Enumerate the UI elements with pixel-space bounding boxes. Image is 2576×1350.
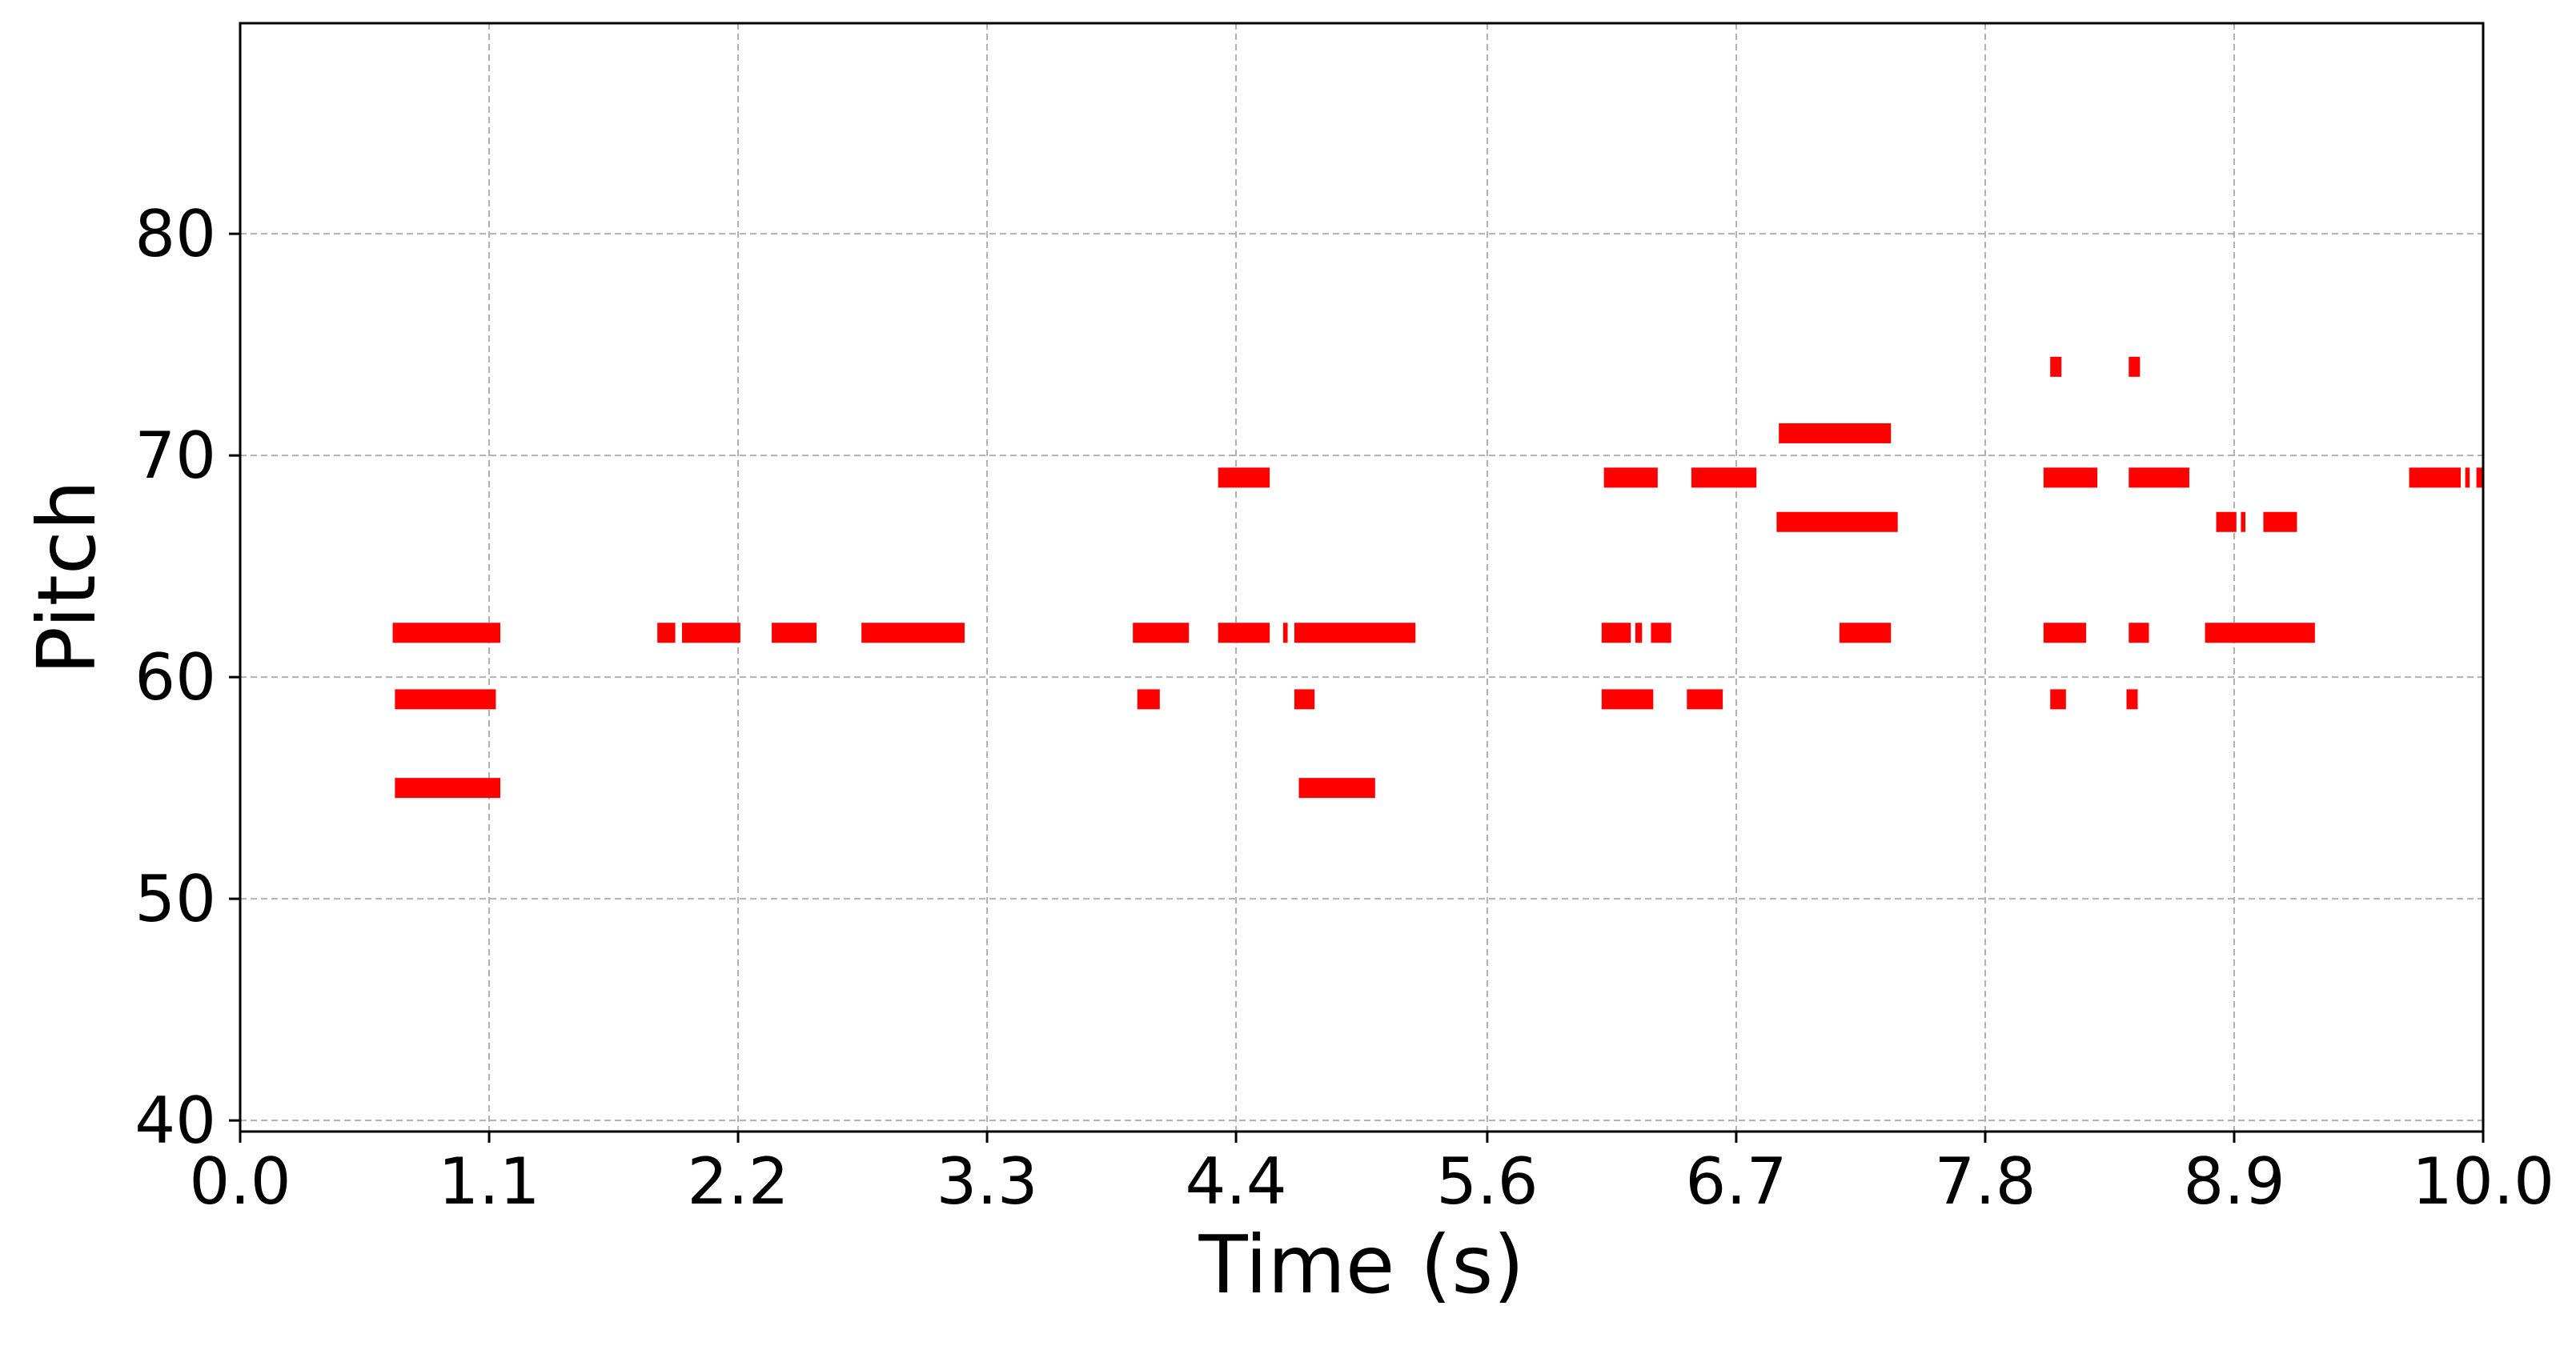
- note-bar: [1776, 511, 1898, 532]
- note-bar: [1601, 689, 1654, 710]
- note-bar: [2126, 689, 2138, 710]
- note-bar: [2129, 623, 2149, 643]
- note-bar: [2129, 356, 2141, 377]
- plot-frame: [239, 22, 2485, 1133]
- y-axis-label: Pitch: [20, 480, 114, 675]
- note-bar: [1601, 623, 1631, 643]
- note-bar: [1133, 623, 1190, 643]
- note-bar: [1651, 623, 1671, 643]
- x-axis-ticks: 0.0 1.1 2.2 3.3 4.4 5.6 6.7 7.8 8.9 10.0: [189, 1132, 2554, 1219]
- x-tick-label: 8.9: [2183, 1144, 2285, 1219]
- note-bar: [1298, 778, 1375, 799]
- x-tick-label: 5.6: [1436, 1144, 1538, 1219]
- y-tick-label: 40: [134, 1084, 216, 1158]
- note-bar: [2050, 689, 2066, 710]
- note-bars: [392, 356, 2483, 799]
- note-bar: [1691, 467, 1757, 488]
- x-tick-label: 10.0: [2412, 1144, 2554, 1219]
- note-bar: [392, 623, 501, 643]
- y-tick-label: 60: [134, 640, 216, 715]
- note-bar: [1687, 689, 1723, 710]
- x-tick-label: 1.1: [438, 1144, 540, 1219]
- note-bar: [395, 778, 501, 799]
- y-tick-label: 80: [134, 197, 216, 271]
- note-bar: [2409, 467, 2461, 488]
- note-bar: [1218, 467, 1270, 488]
- y-tick-label: 70: [134, 419, 216, 493]
- note-bar: [1603, 467, 1658, 488]
- note-bar: [2043, 467, 2098, 488]
- note-bar: [2050, 356, 2062, 377]
- note-bar: [657, 623, 676, 643]
- x-axis-label: Time (s): [1198, 1218, 1525, 1312]
- note-bar: [1839, 623, 1892, 643]
- note-bar: [1635, 623, 1643, 643]
- x-tick-label: 2.2: [687, 1144, 788, 1219]
- note-bar: [2263, 511, 2297, 532]
- note-bar: [2205, 623, 2315, 643]
- y-axis-ticks: 40 50 60 70 80: [134, 197, 240, 1158]
- note-bar: [1218, 623, 1270, 643]
- note-bar: [861, 623, 965, 643]
- note-bar: [2129, 467, 2189, 488]
- note-bar: [681, 623, 740, 643]
- note-bar: [1137, 689, 1160, 710]
- x-tick-label: 7.8: [1934, 1144, 2036, 1219]
- note-bar: [1282, 623, 1288, 643]
- note-bar: [395, 689, 496, 710]
- note-bar: [772, 623, 817, 643]
- x-tick-label: 0.0: [189, 1144, 291, 1219]
- note-bar: [2476, 467, 2483, 488]
- note-bar: [2216, 511, 2237, 532]
- x-tick-label: 4.4: [1185, 1144, 1286, 1219]
- note-bar: [2241, 511, 2245, 532]
- note-bar: [1779, 423, 1892, 443]
- x-tick-label: 6.7: [1685, 1144, 1787, 1219]
- note-bar: [2465, 467, 2470, 488]
- note-bar: [2043, 623, 2087, 643]
- y-tick-label: 50: [134, 862, 216, 936]
- note-bar: [1294, 689, 1315, 710]
- note-bar: [1294, 623, 1416, 643]
- x-tick-label: 3.3: [936, 1144, 1037, 1219]
